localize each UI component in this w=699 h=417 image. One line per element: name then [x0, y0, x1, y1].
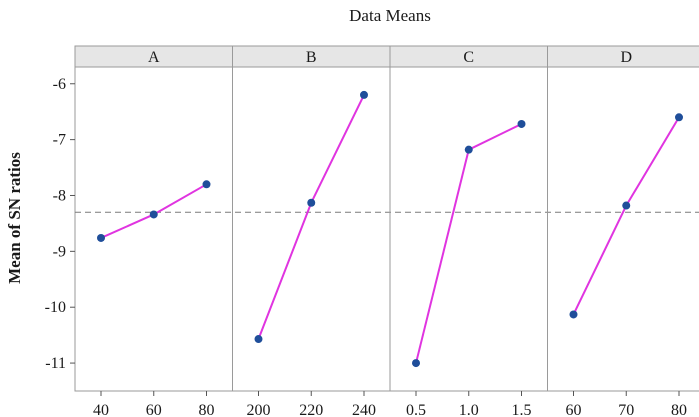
series-line-segment: [153, 183, 207, 216]
x-tick-label: 60: [146, 402, 162, 417]
x-tick-label: 40: [93, 402, 109, 417]
x-tick-label: 0.5: [406, 402, 426, 417]
x-tick-label: 220: [299, 402, 323, 417]
panel-title: A: [148, 49, 160, 66]
x-tick-label: 80: [199, 402, 215, 417]
series-line-segment: [625, 116, 680, 207]
x-tick-label: 1.5: [512, 402, 532, 417]
data-point: [202, 180, 211, 189]
y-tick-label: -9: [53, 243, 66, 260]
y-tick-label: -6: [53, 76, 66, 93]
x-tick-label: 200: [247, 402, 271, 417]
data-point: [464, 145, 473, 154]
y-tick-label: -8: [53, 187, 66, 204]
x-tick-label: 240: [352, 402, 376, 417]
series-line-segment: [257, 202, 313, 340]
series-line-segment: [468, 123, 522, 151]
data-point: [97, 233, 105, 242]
plot-frame: [74, 45, 699, 392]
y-tick-label: -11: [45, 355, 66, 372]
panels: -11 -10 -9 -8 -7 -6 A 40 60 80 B 200 220 240 C 0.5 1.0 1.…: [45, 45, 699, 417]
x-tick-label: 60: [566, 402, 582, 417]
y-tick-label: -7: [53, 132, 66, 149]
data-point: [149, 210, 158, 219]
y-tick-label: -10: [45, 299, 66, 316]
data-point: [412, 359, 420, 368]
series-line-segment: [100, 213, 155, 239]
data-point: [675, 113, 683, 122]
chart-subtitle: Data Means: [349, 6, 431, 25]
series-line-segment: [310, 94, 365, 204]
data-point: [254, 335, 263, 344]
panel-title: B: [306, 49, 317, 66]
data-point: [517, 119, 526, 128]
x-tick-label: 70: [618, 402, 634, 417]
panel-title: C: [463, 49, 474, 66]
data-point: [622, 201, 631, 210]
x-tick-label: 80: [671, 402, 687, 417]
panel-title: D: [620, 49, 632, 66]
data-point: [569, 310, 578, 319]
series-line-segment: [572, 205, 628, 315]
x-tick-label: 1.0: [459, 402, 479, 417]
series-line-segment: [415, 149, 470, 364]
y-axis-label: Mean of SN ratios: [5, 152, 24, 284]
data-point: [360, 90, 368, 99]
data-point: [307, 198, 316, 207]
